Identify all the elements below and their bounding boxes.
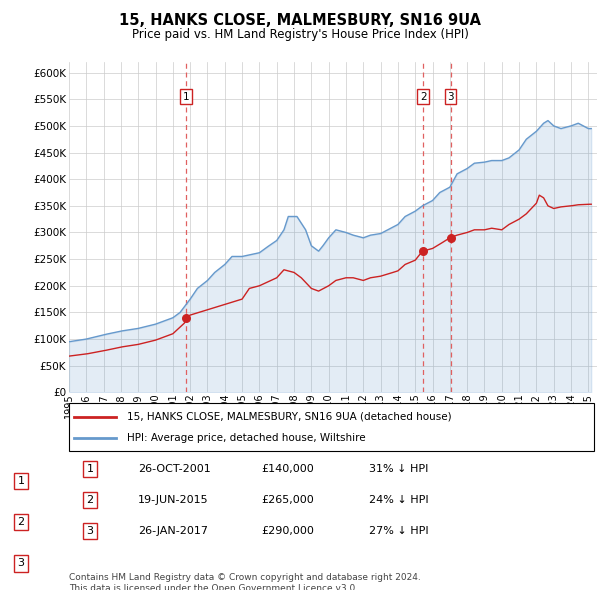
Text: HPI: Average price, detached house, Wiltshire: HPI: Average price, detached house, Wilt… — [127, 433, 365, 443]
Text: 15, HANKS CLOSE, MALMESBURY, SN16 9UA: 15, HANKS CLOSE, MALMESBURY, SN16 9UA — [119, 13, 481, 28]
Text: 3: 3 — [17, 559, 25, 568]
Text: 3: 3 — [86, 526, 94, 536]
Text: Contains HM Land Registry data © Crown copyright and database right 2024.
This d: Contains HM Land Registry data © Crown c… — [69, 573, 421, 590]
Text: 1: 1 — [86, 464, 94, 474]
Point — [446, 233, 455, 242]
Text: 2: 2 — [420, 91, 427, 101]
Text: 31% ↓ HPI: 31% ↓ HPI — [369, 464, 428, 474]
Text: 2: 2 — [17, 517, 25, 527]
Text: 27% ↓ HPI: 27% ↓ HPI — [369, 526, 428, 536]
Text: 2: 2 — [86, 495, 94, 504]
Text: 19-JUN-2015: 19-JUN-2015 — [138, 495, 209, 504]
Text: £265,000: £265,000 — [261, 495, 314, 504]
Text: 24% ↓ HPI: 24% ↓ HPI — [369, 495, 428, 504]
Text: 26-JAN-2017: 26-JAN-2017 — [138, 526, 208, 536]
Point — [181, 313, 191, 323]
Text: 26-OCT-2001: 26-OCT-2001 — [138, 464, 211, 474]
Text: £140,000: £140,000 — [261, 464, 314, 474]
Text: 1: 1 — [182, 91, 189, 101]
Text: 15, HANKS CLOSE, MALMESBURY, SN16 9UA (detached house): 15, HANKS CLOSE, MALMESBURY, SN16 9UA (d… — [127, 411, 451, 421]
Text: 3: 3 — [447, 91, 454, 101]
Point — [418, 247, 428, 256]
Text: 1: 1 — [17, 476, 25, 486]
Text: £290,000: £290,000 — [261, 526, 314, 536]
Text: Price paid vs. HM Land Registry's House Price Index (HPI): Price paid vs. HM Land Registry's House … — [131, 28, 469, 41]
